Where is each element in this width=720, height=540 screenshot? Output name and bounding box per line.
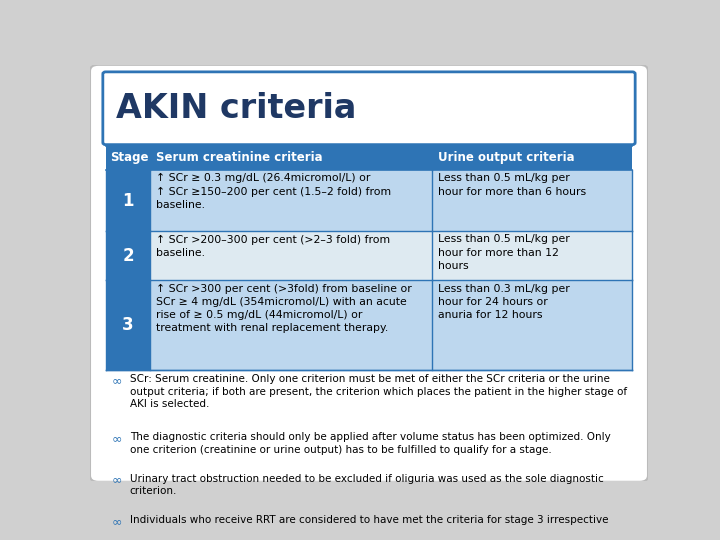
Bar (150, 231, 632, 280)
Text: Urine output criteria: Urine output criteria (438, 151, 575, 165)
Text: ∞: ∞ (111, 474, 122, 487)
Bar (106, 231, 150, 280)
Text: Stage: Stage (110, 151, 148, 165)
Bar (106, 170, 150, 231)
Text: ∞: ∞ (111, 515, 122, 528)
Text: ∞: ∞ (111, 374, 122, 387)
Text: Urinary tract obstruction needed to be excluded if oliguria was used as the sole: Urinary tract obstruction needed to be e… (130, 474, 603, 496)
Text: ∞: ∞ (111, 433, 122, 446)
Text: 3: 3 (122, 316, 134, 334)
Text: AKIN criteria: AKIN criteria (116, 92, 356, 125)
Text: Less than 0.5 mL/kg per
hour for more than 6 hours: Less than 0.5 mL/kg per hour for more th… (438, 173, 586, 197)
Text: Individuals who receive RRT are considered to have met the criteria for stage 3 : Individuals who receive RRT are consider… (130, 515, 608, 525)
Text: Serum creatinine criteria: Serum creatinine criteria (156, 151, 323, 165)
Text: 1: 1 (122, 192, 134, 210)
Bar (106, 146, 632, 170)
Text: SCr: Serum creatinine. Only one criterion must be met of either the SCr criteria: SCr: Serum creatinine. Only one criterio… (130, 374, 626, 409)
Text: ↑ SCr ≥ 0.3 mg/dL (26.4micromol/L) or
↑ SCr ≥150–200 per cent (1.5–2 fold) from
: ↑ SCr ≥ 0.3 mg/dL (26.4micromol/L) or ↑ … (156, 173, 391, 210)
Text: ↑ SCr >200–300 per cent (>2–3 fold) from
baseline.: ↑ SCr >200–300 per cent (>2–3 fold) from… (156, 234, 390, 258)
Text: 2: 2 (122, 247, 134, 265)
Text: ↑ SCr >300 per cent (>3fold) from baseline or
SCr ≥ 4 mg/dL (354micromol/L) with: ↑ SCr >300 per cent (>3fold) from baseli… (156, 284, 412, 333)
FancyBboxPatch shape (103, 72, 635, 145)
Text: The diagnostic criteria should only be applied after volume status has been opti: The diagnostic criteria should only be a… (130, 433, 611, 455)
Bar (106, 280, 150, 370)
Bar (150, 280, 632, 370)
Bar (150, 170, 632, 231)
FancyBboxPatch shape (90, 65, 648, 482)
Text: Less than 0.3 mL/kg per
hour for 24 hours or
anuria for 12 hours: Less than 0.3 mL/kg per hour for 24 hour… (438, 284, 570, 320)
Text: Less than 0.5 mL/kg per
hour for more than 12
hours: Less than 0.5 mL/kg per hour for more th… (438, 234, 570, 271)
